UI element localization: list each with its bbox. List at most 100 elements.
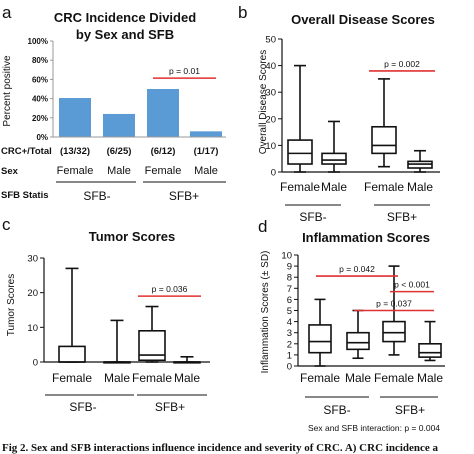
panel-a-y-tick-label: 40%: [32, 95, 48, 104]
panel-a-category-label: Male: [194, 165, 218, 177]
panel-a-y-tick-label: 20%: [32, 114, 48, 123]
panel-a-row-label-sfb: SFB Statis: [1, 190, 49, 201]
panel-d-box: [308, 324, 332, 354]
panel-c-box: [58, 345, 86, 363]
panel-d-category-label: Female: [374, 371, 414, 385]
panel-a-y-axis: 0% 20% 40% 60% 80% 100%: [28, 37, 54, 142]
panel-c-p-value: p = 0.036: [152, 284, 188, 294]
panel-a-annotations: p = 0.01: [153, 66, 216, 79]
panel-a-y-tick-label: 60%: [32, 75, 48, 84]
panel-d-group-label-2: SFB+: [395, 403, 425, 417]
panel-a-row-label-sex: Sex: [1, 166, 19, 177]
panel-a-category-label: Female: [57, 165, 94, 177]
panel-d-title: Inflammation Scores: [302, 230, 430, 245]
panel-d-y-tick-label: 5: [287, 306, 292, 317]
panel-a-group-label-1: SFB-: [83, 189, 110, 203]
panel-d-y-tick-label: 4: [287, 317, 292, 328]
panel-d-box: [382, 320, 406, 343]
panel-a-count-label: (1/17): [194, 146, 219, 157]
panel-a-bar: [59, 98, 91, 137]
panel-c-category-label: Female: [52, 371, 92, 385]
panel-d-p-value: p < 0.001: [394, 280, 430, 290]
panel-a-bar: [103, 113, 135, 137]
panel-b-box: [371, 125, 397, 155]
panel-d-y-tick-label: 0: [287, 362, 292, 373]
panel-d-y-tick-label: 2: [287, 339, 292, 350]
panel-a-row-label-counts: CRC+/Total: [1, 146, 52, 157]
panel-a-p-value: p = 0.01: [169, 66, 200, 76]
panel-b-box: [287, 139, 313, 165]
panel-c-letter: c: [2, 215, 11, 234]
panel-d-letter: d: [258, 217, 267, 236]
panel-b: b Overall Disease Scores Overall Disease…: [238, 3, 440, 224]
panel-a-category-label: Male: [107, 165, 131, 177]
panel-d-box: [346, 331, 370, 351]
panel-d-category-label: Female: [300, 371, 340, 385]
panel-b-title: Overall Disease Scores: [291, 12, 435, 27]
panel-d-p-value: p = 0.037: [376, 299, 412, 309]
panel-b-p-value: p = 0.002: [384, 59, 420, 69]
panel-d-y-tick-label: 1: [287, 350, 292, 361]
panel-d-p-value: p = 0.042: [339, 264, 375, 274]
panel-d: d Inflammation Scores Inflammation Score…: [258, 217, 445, 433]
panel-a-bar: [147, 89, 179, 137]
panel-b-y-tick-label: 40: [265, 61, 276, 72]
panel-c-category-label: Female: [132, 371, 172, 385]
figure-caption: Fig 2. Sex and SFB interactions influenc…: [2, 442, 439, 454]
panel-a-bars: [59, 89, 222, 137]
panel-c-group-label-2: SFB+: [155, 400, 185, 414]
panel-d-category-label: Male: [345, 371, 371, 385]
panel-a-y-tick-label: 0%: [36, 133, 48, 142]
panel-b-ylabel: Overall Disease Scores: [258, 50, 269, 154]
panel-b-group-label-2: SFB+: [387, 210, 417, 224]
panel-c-y-tick-label: 10: [27, 323, 38, 334]
panel-a-category-label: Female: [145, 165, 182, 177]
panel-b-category-label: Female: [364, 180, 404, 194]
panel-d-y-tick-label: 3: [287, 328, 292, 339]
panel-a-counts-row: (13/32) (6/25) (6/12) (1/17): [60, 146, 218, 157]
panel-d-category-label: Male: [417, 371, 443, 385]
panel-a: a CRC Incidence Divided by Sex and SFB P…: [1, 3, 226, 203]
panel-d-y-tick-label: 6: [287, 295, 292, 306]
panel-a-ylabel: Percent positive: [2, 55, 13, 127]
panel-c-ylabel: Tumor Scores: [6, 274, 17, 336]
panel-b-group-label-1: SFB-: [299, 210, 326, 224]
panel-c-y-tick-label: 0: [33, 358, 38, 369]
panel-c-title: Tumor Scores: [89, 229, 175, 244]
panel-b-letter: b: [238, 3, 247, 22]
panel-d-group-label-1: SFB-: [323, 403, 350, 417]
panel-c-y-tick-label: 30: [27, 254, 38, 265]
panel-b-box: [321, 152, 347, 165]
panel-d-y-tick-label: 9: [287, 262, 292, 273]
panel-c-y-tick-label: 20: [27, 288, 38, 299]
panel-d-footnote: Sex and SFB interaction: p = 0.004: [308, 423, 440, 433]
panel-a-group-label-2: SFB+: [169, 189, 199, 203]
panel-b-y-tick-label: 0: [271, 168, 276, 179]
panel-a-title-line-1: CRC Incidence Divided: [54, 10, 196, 25]
panel-d-ylabel: Inflammation Scores (± SD): [260, 251, 271, 374]
panel-b-category-label: Male: [321, 180, 347, 194]
panel-b-y-tick-label: 30: [265, 88, 276, 99]
panel-b-category-label: Female: [280, 180, 320, 194]
panel-a-count-label: (6/25): [107, 146, 132, 157]
panel-d-y-tick-label: 7: [287, 284, 292, 295]
panel-d-box: [418, 342, 442, 358]
panel-d-y-tick-label: 8: [287, 273, 292, 284]
panel-b-y-tick-label: 10: [265, 141, 276, 152]
panel-a-y-tick-label: 80%: [32, 56, 48, 65]
panel-c: c Tumor Scores Tumor Scores 0 10 20 30 Femal…: [2, 215, 210, 414]
panel-a-letter: a: [2, 3, 12, 22]
panel-a-y-tick-label: 100%: [28, 37, 48, 46]
panel-b-y-tick-label: 50: [265, 35, 276, 46]
panel-b-y-tick-label: 20: [265, 114, 276, 125]
panel-c-category-label: Male: [174, 371, 200, 385]
panel-a-count-label: (13/32): [60, 146, 90, 157]
panel-c-category-label: Male: [104, 371, 130, 385]
panel-a-bar: [190, 131, 222, 137]
panel-a-category-labels: Female Male Female Male: [57, 165, 218, 177]
panel-a-count-label: (6/12): [151, 146, 176, 157]
